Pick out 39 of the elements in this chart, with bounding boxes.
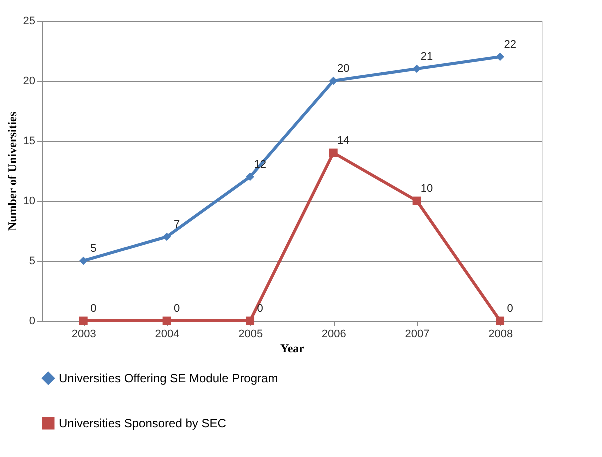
point xyxy=(246,316,255,326)
data-label: 0 xyxy=(174,303,180,315)
data-label: 10 xyxy=(420,183,434,195)
point xyxy=(162,316,172,326)
data-label: 5 xyxy=(90,243,97,255)
x-tick-label: 2008 xyxy=(488,328,514,340)
legend-label: Universities Sponsored by SEC xyxy=(59,416,227,430)
y-tick-label: 0 xyxy=(29,316,36,328)
data-label: 22 xyxy=(504,39,516,51)
point xyxy=(162,232,172,242)
y-tick-label: 5 xyxy=(29,256,36,268)
legend-label: Universities Offering SE Module Program xyxy=(59,372,278,386)
data-label: 21 xyxy=(420,51,434,63)
data-label: 14 xyxy=(338,135,350,147)
data-label: 0 xyxy=(90,303,97,315)
y-tick-label: 15 xyxy=(23,136,36,148)
y-tick-label: 25 xyxy=(23,16,36,28)
x-axis-title: Year xyxy=(280,342,306,356)
point xyxy=(246,172,255,182)
point xyxy=(329,76,338,86)
data-label: 0 xyxy=(507,303,514,315)
x-tick-label: 2004 xyxy=(155,328,180,340)
point xyxy=(79,316,88,326)
x-tick-label: 2003 xyxy=(72,328,96,340)
y-axis-title: Number of Universities xyxy=(5,112,20,232)
x-tick-label: 2007 xyxy=(405,328,430,340)
x-tick-label: 2005 xyxy=(238,328,264,340)
point xyxy=(412,196,422,206)
y-tick-label: 10 xyxy=(23,196,36,208)
point xyxy=(79,256,88,266)
point xyxy=(412,64,422,74)
point xyxy=(329,148,338,158)
data-label: 0 xyxy=(257,303,264,315)
point xyxy=(496,52,505,62)
point xyxy=(496,316,505,326)
data-label: 20 xyxy=(338,63,350,75)
y-tick-label: 20 xyxy=(23,76,36,88)
x-tick-label: 2006 xyxy=(322,328,346,340)
data-label: 7 xyxy=(174,219,180,231)
